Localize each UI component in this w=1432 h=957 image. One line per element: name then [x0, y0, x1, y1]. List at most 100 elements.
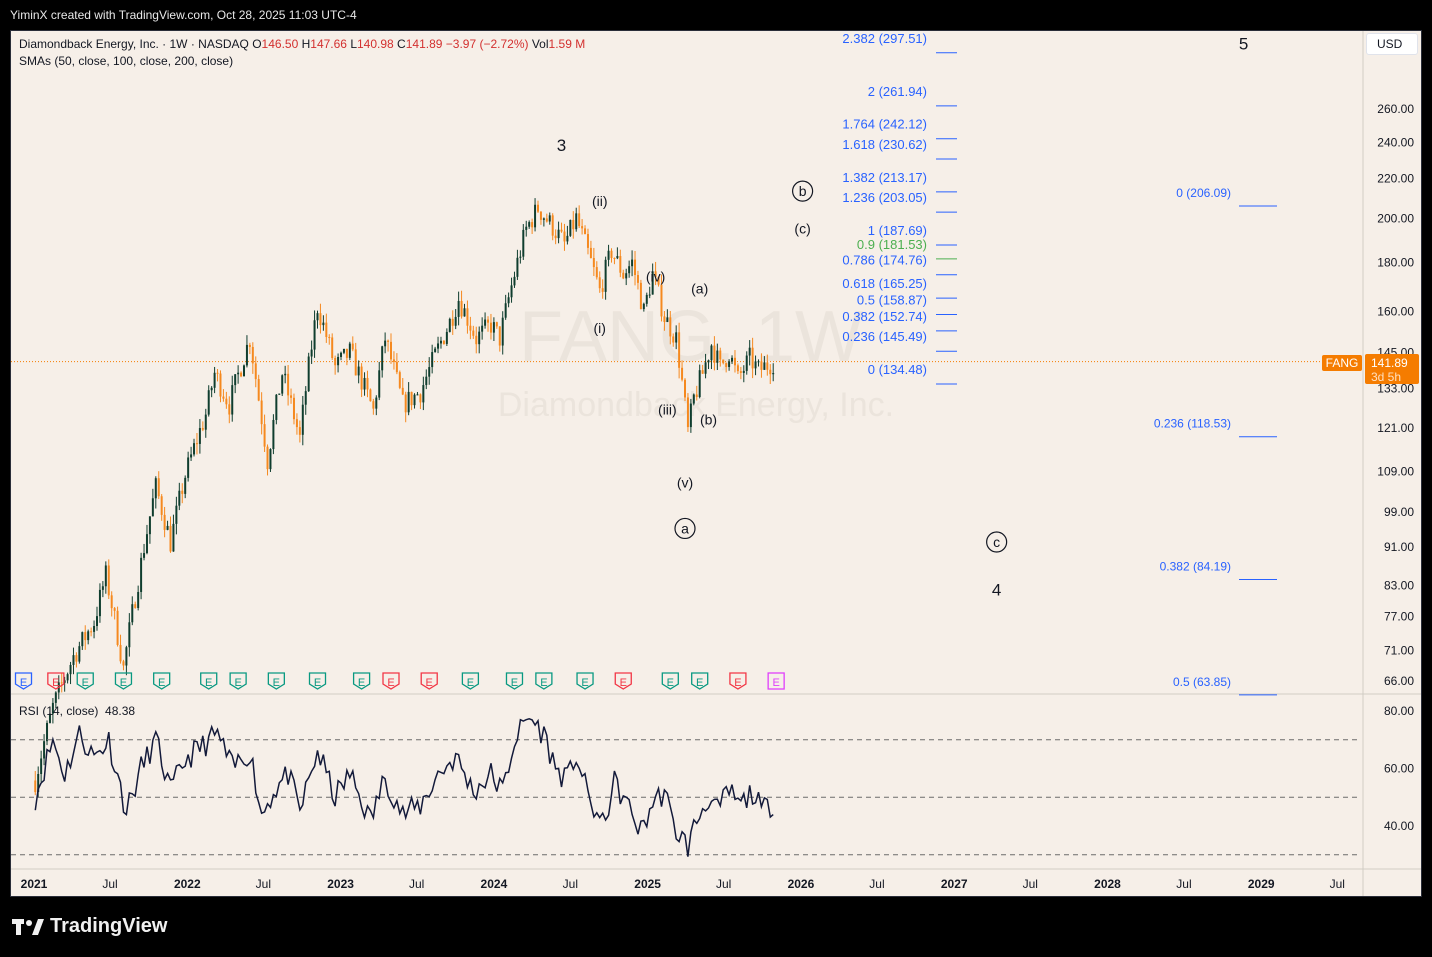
candle[interactable] [481, 317, 484, 340]
candle[interactable] [645, 292, 648, 307]
candle[interactable] [46, 720, 49, 746]
candle[interactable] [425, 369, 428, 390]
candle[interactable] [531, 218, 534, 234]
candle[interactable] [301, 395, 304, 446]
candle[interactable] [445, 328, 448, 347]
wave-label[interactable]: (iv) [646, 268, 665, 284]
candle[interactable] [75, 652, 78, 668]
candle[interactable] [81, 631, 84, 650]
candle[interactable] [578, 205, 581, 229]
candle[interactable] [248, 342, 251, 355]
earnings-marker[interactable]: E [420, 672, 438, 690]
candle[interactable] [43, 734, 46, 766]
candle[interactable] [636, 270, 639, 290]
candle[interactable] [448, 317, 451, 333]
candle[interactable] [472, 325, 475, 339]
candle[interactable] [113, 606, 116, 620]
candle[interactable] [357, 360, 360, 384]
candle[interactable] [216, 369, 219, 382]
candle[interactable] [686, 393, 689, 432]
candle[interactable] [340, 351, 343, 361]
candle[interactable] [34, 770, 37, 796]
candle[interactable] [392, 351, 395, 370]
candle[interactable] [572, 211, 575, 239]
candle[interactable] [313, 310, 316, 358]
candle[interactable] [210, 386, 213, 398]
wave-label[interactable]: (c) [794, 220, 810, 236]
candle[interactable] [363, 372, 366, 396]
candle[interactable] [742, 365, 745, 383]
candle[interactable] [307, 352, 310, 392]
candle[interactable] [281, 374, 284, 397]
candle[interactable] [254, 356, 257, 388]
candle[interactable] [516, 249, 519, 280]
candle[interactable] [134, 601, 137, 609]
candle[interactable] [337, 353, 340, 373]
candle[interactable] [319, 303, 322, 334]
candle[interactable] [316, 310, 319, 329]
candle[interactable] [607, 244, 610, 267]
candle[interactable] [78, 641, 81, 664]
candle[interactable] [122, 659, 125, 671]
candle[interactable] [763, 356, 766, 370]
candle[interactable] [539, 211, 542, 225]
candle[interactable] [695, 385, 698, 401]
candle[interactable] [193, 438, 196, 457]
candle[interactable] [689, 398, 692, 433]
candle[interactable] [581, 219, 584, 235]
candle[interactable] [90, 627, 93, 637]
candle[interactable] [116, 606, 119, 647]
candle[interactable] [660, 274, 663, 322]
candle[interactable] [404, 391, 407, 423]
candle[interactable] [569, 219, 572, 237]
candle[interactable] [733, 350, 736, 373]
candle[interactable] [360, 363, 363, 398]
candle[interactable] [325, 313, 328, 343]
candle[interactable] [701, 364, 704, 374]
wave-label[interactable]: (iii) [658, 402, 677, 418]
candle[interactable] [604, 256, 607, 300]
earnings-marker[interactable]: E [308, 672, 327, 690]
candle[interactable] [442, 340, 445, 345]
candle[interactable] [431, 344, 434, 374]
candle[interactable] [331, 333, 334, 360]
candle[interactable] [598, 271, 601, 293]
candle[interactable] [101, 581, 104, 598]
candle[interactable] [557, 221, 560, 244]
candle[interactable] [563, 223, 566, 251]
candle[interactable] [260, 392, 263, 435]
earnings-marker[interactable]: E [76, 672, 94, 690]
candle[interactable] [495, 321, 498, 329]
candle[interactable] [378, 361, 381, 401]
rsi-legend[interactable]: RSI (14, close) 48.38 [19, 704, 135, 718]
candle[interactable] [166, 520, 169, 531]
candle[interactable] [513, 271, 516, 288]
earnings-marker[interactable]: E [153, 672, 171, 690]
candle[interactable] [731, 355, 734, 365]
earnings-marker[interactable]: E [535, 672, 553, 690]
candle[interactable] [51, 698, 54, 724]
candle[interactable] [560, 222, 563, 233]
earnings-marker[interactable]: E [382, 672, 400, 690]
candle[interactable] [140, 552, 143, 600]
candle[interactable] [669, 310, 672, 345]
candles[interactable] [34, 198, 775, 798]
candle[interactable] [181, 483, 184, 504]
candle[interactable] [675, 325, 678, 350]
candle[interactable] [631, 250, 634, 277]
candle[interactable] [463, 303, 466, 317]
fibonacci-levels[interactable]: 2.382 (297.51) 2 (261.94) 1.764 (242.12) 1.… [842, 31, 1277, 696]
wave-label[interactable]: (ii) [592, 193, 608, 209]
candle[interactable] [528, 220, 531, 229]
candle[interactable] [554, 229, 557, 245]
candle[interactable] [98, 583, 101, 623]
candle[interactable] [245, 335, 248, 368]
wave-label[interactable]: 3 [557, 136, 566, 155]
candle[interactable] [234, 373, 237, 394]
candle[interactable] [710, 344, 713, 370]
chart-frame[interactable]: FANG, 1W Diamondback Energy, Inc. 260.00 2… [10, 30, 1422, 897]
earnings-marker[interactable]: E [352, 672, 371, 690]
candle[interactable] [237, 365, 240, 384]
candle[interactable] [672, 333, 675, 347]
candle[interactable] [119, 634, 122, 664]
